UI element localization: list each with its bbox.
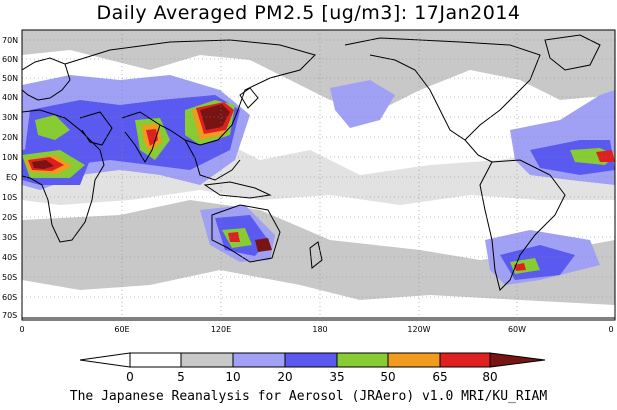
pm25-field bbox=[22, 30, 615, 305]
lat-label: 70N bbox=[2, 36, 18, 45]
colorbar-bin bbox=[387, 352, 441, 368]
lat-label: 70S bbox=[2, 311, 17, 320]
colorbar-arrow-right bbox=[489, 352, 546, 368]
colorbar: 0 5 10 20 35 50 65 80 bbox=[79, 352, 546, 384]
colorbar-bin bbox=[336, 352, 389, 368]
colorbar-tick-label: 10 bbox=[225, 370, 240, 384]
colorbar-bin bbox=[232, 352, 286, 368]
lat-label: 60N bbox=[2, 55, 18, 64]
colorbar-tick-label: 5 bbox=[177, 370, 185, 384]
lon-label: 0 bbox=[19, 325, 24, 334]
map-frame bbox=[21, 29, 616, 321]
colorbar-tick-label: 80 bbox=[482, 370, 497, 384]
footer-credit: The Japanese Reanalysis for Aerosol (JRA… bbox=[69, 389, 548, 404]
lat-label: 40S bbox=[2, 253, 17, 262]
lon-label: 120E bbox=[211, 325, 231, 334]
lat-label: 60S bbox=[2, 293, 17, 302]
colorbar-bin bbox=[284, 352, 338, 368]
lat-label: EQ bbox=[6, 173, 17, 182]
gridlines bbox=[22, 30, 615, 320]
lat-label: 20S bbox=[2, 213, 17, 222]
colorbar-tick-label: 65 bbox=[432, 370, 447, 384]
lat-label: 30S bbox=[2, 233, 17, 242]
colorbar-bin bbox=[180, 352, 234, 368]
lon-labels: 0 60E 120E 180 120W 60W 0 bbox=[19, 325, 613, 334]
coast-europe bbox=[22, 57, 71, 101]
coast-australia bbox=[211, 204, 281, 263]
lat-label: 10S bbox=[2, 193, 17, 202]
lat-label: 30N bbox=[2, 113, 18, 122]
colorbar-tick-label: 0 bbox=[126, 370, 134, 384]
lon-label: 60W bbox=[508, 325, 526, 334]
pm25-darkred-aus bbox=[255, 238, 272, 252]
lat-labels: 70N 60N 50N 40N 30N 20N 10N EQ 10S 20S 3… bbox=[2, 36, 18, 320]
coast-camerica bbox=[464, 139, 493, 163]
coast-seasia bbox=[184, 139, 241, 181]
coast-greenland bbox=[544, 34, 601, 71]
pm25-lightblue-pacific bbox=[330, 80, 395, 128]
lat-label: 50S bbox=[2, 273, 17, 282]
coastlines bbox=[22, 34, 615, 319]
lon-label: 0 bbox=[608, 325, 613, 334]
coast-namerica bbox=[344, 37, 541, 141]
coast-africa bbox=[22, 109, 105, 243]
pm25-red-sam bbox=[514, 263, 526, 271]
coast-arabia bbox=[79, 111, 113, 146]
coast-samerica bbox=[479, 159, 566, 291]
colorbar-tick-label: 20 bbox=[277, 370, 292, 384]
coast-indonesia bbox=[203, 181, 272, 199]
lon-label: 60E bbox=[114, 325, 129, 334]
lat-label: 50N bbox=[2, 74, 18, 83]
lat-label: 20N bbox=[2, 133, 18, 142]
colorbar-tick-label: 50 bbox=[380, 370, 395, 384]
colorbar-bin bbox=[129, 352, 182, 368]
coast-asia bbox=[64, 39, 316, 146]
coast-japan bbox=[239, 87, 259, 109]
lon-label: 180 bbox=[312, 325, 327, 334]
pm25-red-atlantic bbox=[596, 150, 615, 162]
colorbar-tick-label: 35 bbox=[329, 370, 344, 384]
lat-label: 10N bbox=[2, 153, 18, 162]
pm25-darkred-africa bbox=[32, 160, 54, 169]
pm25-band-northpacific bbox=[22, 30, 615, 110]
colorbar-bin bbox=[439, 352, 491, 368]
pm25-band-southern bbox=[22, 200, 615, 305]
pm25-green-mideast bbox=[35, 115, 70, 140]
colorbar-arrow-left bbox=[79, 352, 131, 368]
lon-label: 120W bbox=[407, 325, 430, 334]
coast-india bbox=[121, 111, 161, 163]
coast-nz bbox=[309, 241, 323, 269]
lat-label: 40N bbox=[2, 93, 18, 102]
map-title: Daily Averaged PM2.5 [ug/m3]: 17Jan2014 bbox=[96, 2, 521, 24]
